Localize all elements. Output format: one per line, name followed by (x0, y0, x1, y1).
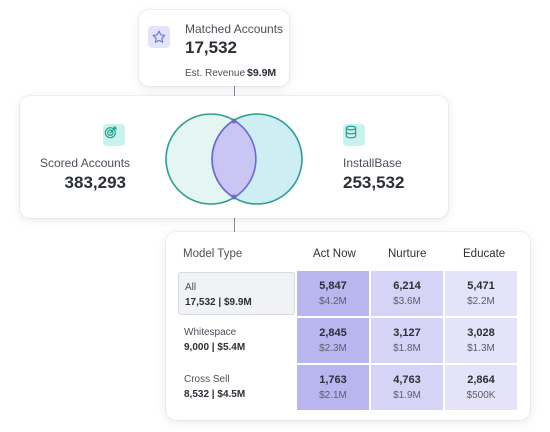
cell-whitespace-nurture[interactable]: 3,127 $1.8M (371, 318, 443, 363)
cell-cross-sell-act-now[interactable]: 1,763 $2.1M (297, 365, 369, 410)
target-icon (103, 124, 125, 146)
header-educate: Educate (463, 248, 506, 260)
cell-revenue: $2.1M (319, 390, 347, 401)
connector-line-top (234, 86, 235, 98)
cell-revenue: $500K (466, 390, 496, 401)
row-name: All (185, 282, 197, 293)
row-label-all[interactable]: All 17,532 | $9.9M (178, 272, 295, 315)
cell-revenue: $2.2M (467, 296, 495, 307)
cell-cross-sell-nurture[interactable]: 4,763 $1.9M (371, 365, 443, 410)
row-name: Cross Sell (184, 374, 230, 385)
est-revenue-label: Est. Revenue (185, 68, 246, 79)
matched-accounts-label: Matched Accounts (185, 22, 284, 36)
cell-whitespace-act-now[interactable]: 2,845 $2.3M (297, 318, 369, 363)
header-nurture: Nurture (388, 248, 427, 260)
cell-whitespace-educate[interactable]: 3,028 $1.3M (445, 318, 517, 363)
star-icon (148, 26, 170, 48)
cell-all-nurture[interactable]: 6,214 $3.6M (371, 271, 443, 316)
cell-count: 2,845 (319, 327, 347, 339)
row-summary: 17,532 | $9.9M (185, 297, 252, 308)
scored-accounts-value: 383,293 (64, 173, 126, 192)
row-label-cross-sell[interactable]: Cross Sell 8,532 | $4.5M (178, 365, 295, 408)
cell-all-act-now[interactable]: 5,847 $4.2M (297, 271, 369, 316)
matched-accounts-value: 17,532 (185, 38, 237, 57)
cell-count: 3,028 (467, 327, 495, 339)
cell-count: 1,763 (319, 374, 347, 386)
cell-revenue: $1.9M (393, 390, 421, 401)
est-revenue-value: $9.9M (247, 67, 277, 79)
installbase-value: 253,532 (343, 173, 405, 192)
cell-cross-sell-educate[interactable]: 2,864 $500K (445, 365, 517, 410)
overlap-bottom-dot (231, 194, 237, 200)
header-model-type: Model Type (183, 248, 243, 260)
cell-count: 4,763 (393, 374, 421, 386)
cell-revenue: $4.2M (319, 296, 347, 307)
cell-revenue: $2.3M (319, 343, 347, 354)
row-summary: 8,532 | $4.5M (184, 389, 246, 400)
scored-accounts-label: Scored Accounts (40, 156, 131, 170)
cell-revenue: $3.6M (393, 296, 421, 307)
cell-all-educate[interactable]: 5,471 $2.2M (445, 271, 517, 316)
database-icon (343, 124, 365, 146)
cell-count: 6,214 (393, 280, 421, 292)
matched-accounts-card[interactable]: Matched Accounts 17,532 Est. Revenue $9.… (139, 10, 289, 86)
row-name: Whitespace (184, 327, 237, 338)
venn-diagram (165, 113, 303, 205)
venn-diagram-card: Scored Accounts 383,293 InstallBase 253,… (20, 96, 448, 218)
cell-revenue: $1.8M (393, 343, 421, 354)
overlap-top-dot (231, 118, 237, 124)
row-summary: 9,000 | $5.4M (184, 342, 246, 353)
header-act-now: Act Now (313, 248, 356, 260)
cell-count: 5,471 (467, 280, 495, 292)
cell-count: 5,847 (319, 280, 347, 292)
row-label-whitespace[interactable]: Whitespace 9,000 | $5.4M (178, 318, 295, 361)
cell-count: 2,864 (467, 374, 495, 386)
cell-revenue: $1.3M (467, 343, 495, 354)
cell-count: 3,127 (393, 327, 421, 339)
model-type-table: Model Type Act Now Nurture Educate All 1… (166, 232, 530, 420)
installbase-label: InstallBase (343, 156, 402, 170)
